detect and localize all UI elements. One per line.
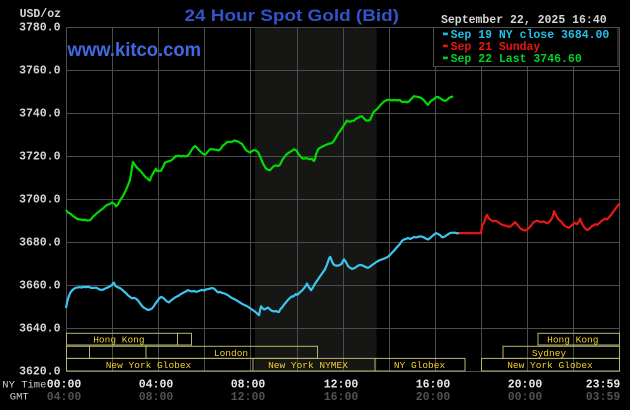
svg-text:04:00: 04:00: [47, 391, 82, 404]
svg-text:3740.0: 3740.0: [19, 107, 61, 120]
svg-text:3760.0: 3760.0: [19, 64, 61, 77]
svg-text:September 22, 2025 16:40: September 22, 2025 16:40: [441, 14, 607, 27]
svg-text:GMT: GMT: [10, 391, 29, 403]
svg-text:23:59: 23:59: [586, 378, 621, 391]
svg-text:New York NYMEX: New York NYMEX: [268, 360, 348, 371]
svg-text:20:00: 20:00: [416, 391, 451, 404]
svg-text:16:00: 16:00: [416, 378, 451, 391]
svg-text:USD/oz: USD/oz: [20, 8, 62, 21]
svg-text:08:00: 08:00: [231, 378, 266, 391]
svg-text:3620.0: 3620.0: [19, 365, 61, 378]
svg-text:12:00: 12:00: [324, 378, 359, 391]
svg-text:www.kitco.com: www.kitco.com: [67, 39, 201, 61]
svg-text:3640.0: 3640.0: [19, 322, 61, 335]
svg-text:NY Globex: NY Globex: [394, 360, 446, 371]
svg-text:3700.0: 3700.0: [19, 193, 61, 206]
svg-text:20:00: 20:00: [508, 378, 543, 391]
svg-text:16:00: 16:00: [324, 391, 359, 404]
svg-text:New York Globex: New York Globex: [106, 360, 192, 371]
svg-text:3680.0: 3680.0: [19, 236, 61, 249]
svg-text:NY Time: NY Time: [2, 379, 46, 391]
svg-text:London: London: [214, 348, 248, 359]
svg-text:00:00: 00:00: [508, 391, 543, 404]
svg-text:Sep 19 NY close 3684.00: Sep 19 NY close 3684.00: [451, 29, 610, 42]
svg-text:3780.0: 3780.0: [19, 21, 61, 34]
svg-text:Sep 22 Last 3746.60: Sep 22 Last 3746.60: [451, 53, 582, 66]
svg-text:New York Globex: New York Globex: [507, 360, 593, 371]
svg-text:00:00: 00:00: [47, 378, 82, 391]
svg-text:3720.0: 3720.0: [19, 150, 61, 163]
svg-text:3660.0: 3660.0: [19, 279, 61, 292]
svg-text:04:00: 04:00: [139, 378, 174, 391]
svg-text:Sydney: Sydney: [532, 348, 567, 359]
svg-text:08:00: 08:00: [139, 391, 174, 404]
svg-text:12:00: 12:00: [231, 391, 266, 404]
svg-text:Hong Kong: Hong Kong: [93, 335, 144, 346]
svg-text:Hong Kong: Hong Kong: [547, 335, 598, 346]
svg-text:24 Hour Spot Gold (Bid): 24 Hour Spot Gold (Bid): [185, 7, 400, 25]
svg-text:Sep 21 Sunday: Sep 21 Sunday: [451, 41, 541, 54]
svg-text:03:59: 03:59: [586, 391, 621, 404]
